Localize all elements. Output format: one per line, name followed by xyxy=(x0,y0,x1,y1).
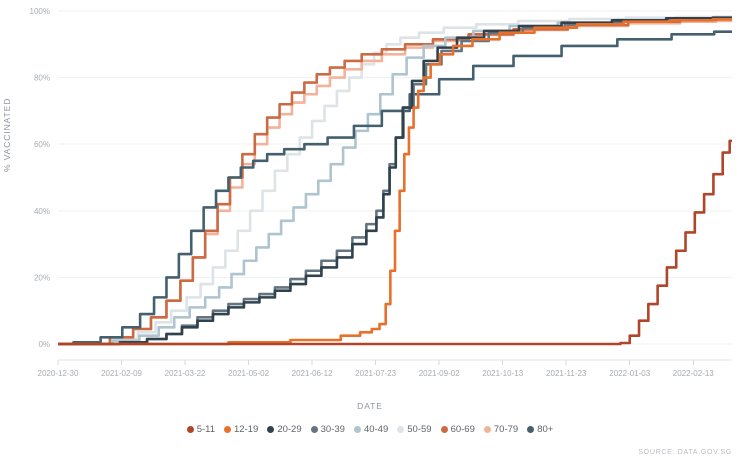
legend-swatch-icon xyxy=(483,426,491,433)
series-line-30-39 xyxy=(58,18,732,346)
x-tick-label: 2022-02-13 xyxy=(673,369,714,378)
y-axis-title: % VACCINATED xyxy=(2,97,12,172)
y-tick-label: 80% xyxy=(34,74,50,83)
y-tick-label: 0% xyxy=(38,340,50,349)
legend-swatch-icon xyxy=(397,426,405,433)
x-tick-label: 2021-02-09 xyxy=(101,369,142,378)
x-tick-label: 2021-09-02 xyxy=(419,369,460,378)
x-axis-title: DATE xyxy=(357,401,383,411)
legend-swatch-icon xyxy=(267,426,275,433)
x-tick-label: 2021-10-13 xyxy=(482,369,523,378)
legend-label: 80+ xyxy=(537,424,554,435)
x-tick-label: 2021-03-22 xyxy=(165,369,206,378)
series-line-5-11 xyxy=(58,139,732,346)
legend-swatch-icon xyxy=(224,426,231,433)
series-line-70-79 xyxy=(58,19,732,346)
legend-label: 70-79 xyxy=(493,424,519,435)
x-tick-label: 2021-11-23 xyxy=(546,369,587,378)
legend-item-50-59[interactable]: 50-59 xyxy=(397,424,432,435)
x-tick-label: 2021-07-23 xyxy=(355,369,396,378)
chart-plot-area: 0% 20% 40% 60% 80% 100% 2020-12-30 2021-02-09 20… xyxy=(30,7,732,378)
y-tick-label: 40% xyxy=(34,207,50,216)
legend-label: 30-39 xyxy=(320,424,345,435)
series-line-60-69 xyxy=(58,17,732,346)
legend-item-20-29[interactable]: 20-29 xyxy=(267,424,302,435)
x-tick-label: 2020-12-30 xyxy=(38,369,79,378)
legend-swatch-icon xyxy=(527,426,535,433)
legend-item-12-19[interactable]: 12-19 xyxy=(224,424,258,435)
y-tick-label: 60% xyxy=(34,140,50,149)
y-tick-label: 100% xyxy=(30,7,50,16)
legend-label: 60-69 xyxy=(450,424,475,435)
legend-item-30-39[interactable]: 30-39 xyxy=(310,424,345,435)
legend-swatch-icon xyxy=(310,426,318,433)
legend-swatch-icon xyxy=(186,426,194,433)
y-tick-label: 20% xyxy=(34,273,50,282)
legend-label: 5-11 xyxy=(196,424,215,435)
legend-item-5-11[interactable]: 5-11 xyxy=(186,424,215,435)
legend-item-60-69[interactable]: 60-69 xyxy=(440,424,475,435)
series-line-50-59 xyxy=(58,15,732,346)
series-line-40-49 xyxy=(58,16,732,346)
legend-label: 20-29 xyxy=(277,424,302,435)
legend-label: 50-59 xyxy=(407,424,432,435)
series-line-20-29 xyxy=(58,16,732,346)
chart-legend[interactable]: 5-11 12-19 20-29 30-39 40-49 50-59 60-69 70-79 8… xyxy=(0,424,740,435)
legend-label: 40-49 xyxy=(363,424,389,435)
legend-swatch-icon xyxy=(440,426,448,433)
legend-swatch-icon xyxy=(353,426,361,433)
x-tick-label: 2022-01-03 xyxy=(609,369,650,378)
x-tick-label: 2021-05-02 xyxy=(228,369,269,378)
legend-item-80plus[interactable]: 80+ xyxy=(527,424,553,435)
source-note: SOURCE: DATA.GOV.SG xyxy=(638,449,732,456)
series-line-80plus xyxy=(58,30,732,346)
series-line-12-19 xyxy=(58,18,732,346)
x-tick-label: 2021-06-12 xyxy=(292,369,333,378)
legend-item-70-79[interactable]: 70-79 xyxy=(483,424,519,435)
legend-label: 12-19 xyxy=(234,424,259,435)
legend-item-40-49[interactable]: 40-49 xyxy=(353,424,389,435)
